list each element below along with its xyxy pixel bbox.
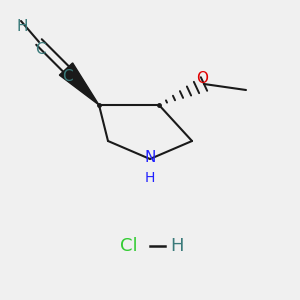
- Text: N: N: [144, 150, 156, 165]
- Text: C: C: [35, 42, 46, 57]
- Text: H: H: [145, 172, 155, 185]
- Text: C: C: [62, 69, 73, 84]
- Text: H: H: [17, 19, 28, 34]
- Text: Cl: Cl: [120, 237, 138, 255]
- Text: O: O: [196, 71, 208, 86]
- Text: H: H: [170, 237, 184, 255]
- Polygon shape: [59, 63, 99, 105]
